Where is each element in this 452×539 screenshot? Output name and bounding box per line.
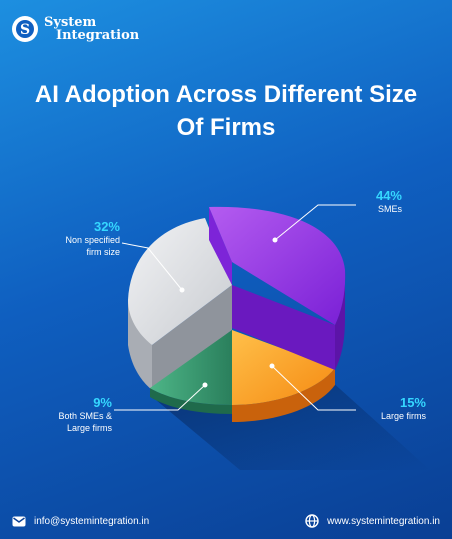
leader-both-dot bbox=[202, 382, 208, 388]
footer-email-text: info@systemintegration.in bbox=[34, 515, 150, 527]
slice-large-side bbox=[232, 368, 335, 422]
leader-large bbox=[271, 365, 356, 411]
chart-title-line2: Of Firms bbox=[176, 114, 276, 141]
label-both-name-line1: Both SMEs & bbox=[58, 411, 112, 421]
label-sme-pct: 44% bbox=[375, 188, 402, 203]
label-both: 9% Both SMEs & Large firms bbox=[20, 395, 112, 434]
label-non-pct: 32% bbox=[93, 219, 120, 234]
leader-large-dot bbox=[269, 363, 275, 369]
chart-title-line1: AI Adoption Across Different Size bbox=[34, 81, 418, 108]
label-large: 15% Large firms bbox=[356, 395, 426, 422]
label-non: 32% Non specified firm size bbox=[20, 219, 120, 258]
label-non-name-line2: firm size bbox=[86, 247, 121, 257]
leader-sme bbox=[274, 204, 356, 241]
globe-icon bbox=[305, 514, 319, 528]
slice-sme-inner bbox=[232, 285, 335, 370]
chart-title: AI Adoption Across Different Size Of Fir… bbox=[0, 78, 452, 144]
leader-non-dot bbox=[179, 287, 185, 293]
footer: info@systemintegration.in www.systeminte… bbox=[0, 503, 452, 539]
brand-name-line2: Integration bbox=[56, 28, 140, 43]
brand-name-line1: System bbox=[44, 15, 97, 30]
label-large-name: Large firms bbox=[380, 411, 426, 421]
slice-large bbox=[232, 330, 335, 405]
label-sme-name: SMEs bbox=[377, 204, 402, 214]
label-both-name-line2: Large firms bbox=[66, 423, 112, 433]
slice-non-side-inner bbox=[152, 285, 232, 390]
label-non-name-line1: Non specified bbox=[65, 235, 120, 245]
s-logo-icon: S bbox=[12, 16, 38, 42]
label-sme: 44% SMEs bbox=[356, 188, 402, 215]
slice-both bbox=[150, 330, 232, 405]
slice-non bbox=[128, 218, 232, 345]
svg-text:S: S bbox=[20, 22, 30, 38]
footer-email[interactable]: info@systemintegration.in bbox=[12, 516, 149, 527]
slice-both-side bbox=[150, 388, 232, 414]
slice-sme-side bbox=[335, 270, 346, 370]
leader-sme-dot bbox=[272, 237, 278, 243]
leader-both bbox=[114, 384, 206, 411]
leader-non bbox=[121, 242, 183, 291]
label-both-pct: 9% bbox=[93, 395, 112, 410]
label-large-pct: 15% bbox=[399, 395, 426, 410]
footer-website-text: www.systemintegration.in bbox=[327, 515, 440, 527]
mail-icon bbox=[12, 516, 26, 526]
slice-sme-inner-left bbox=[209, 207, 232, 285]
brand-logo: S System Integration bbox=[12, 16, 139, 42]
slice-sme bbox=[209, 206, 346, 325]
footer-website[interactable]: www.systemintegration.in bbox=[305, 514, 440, 528]
